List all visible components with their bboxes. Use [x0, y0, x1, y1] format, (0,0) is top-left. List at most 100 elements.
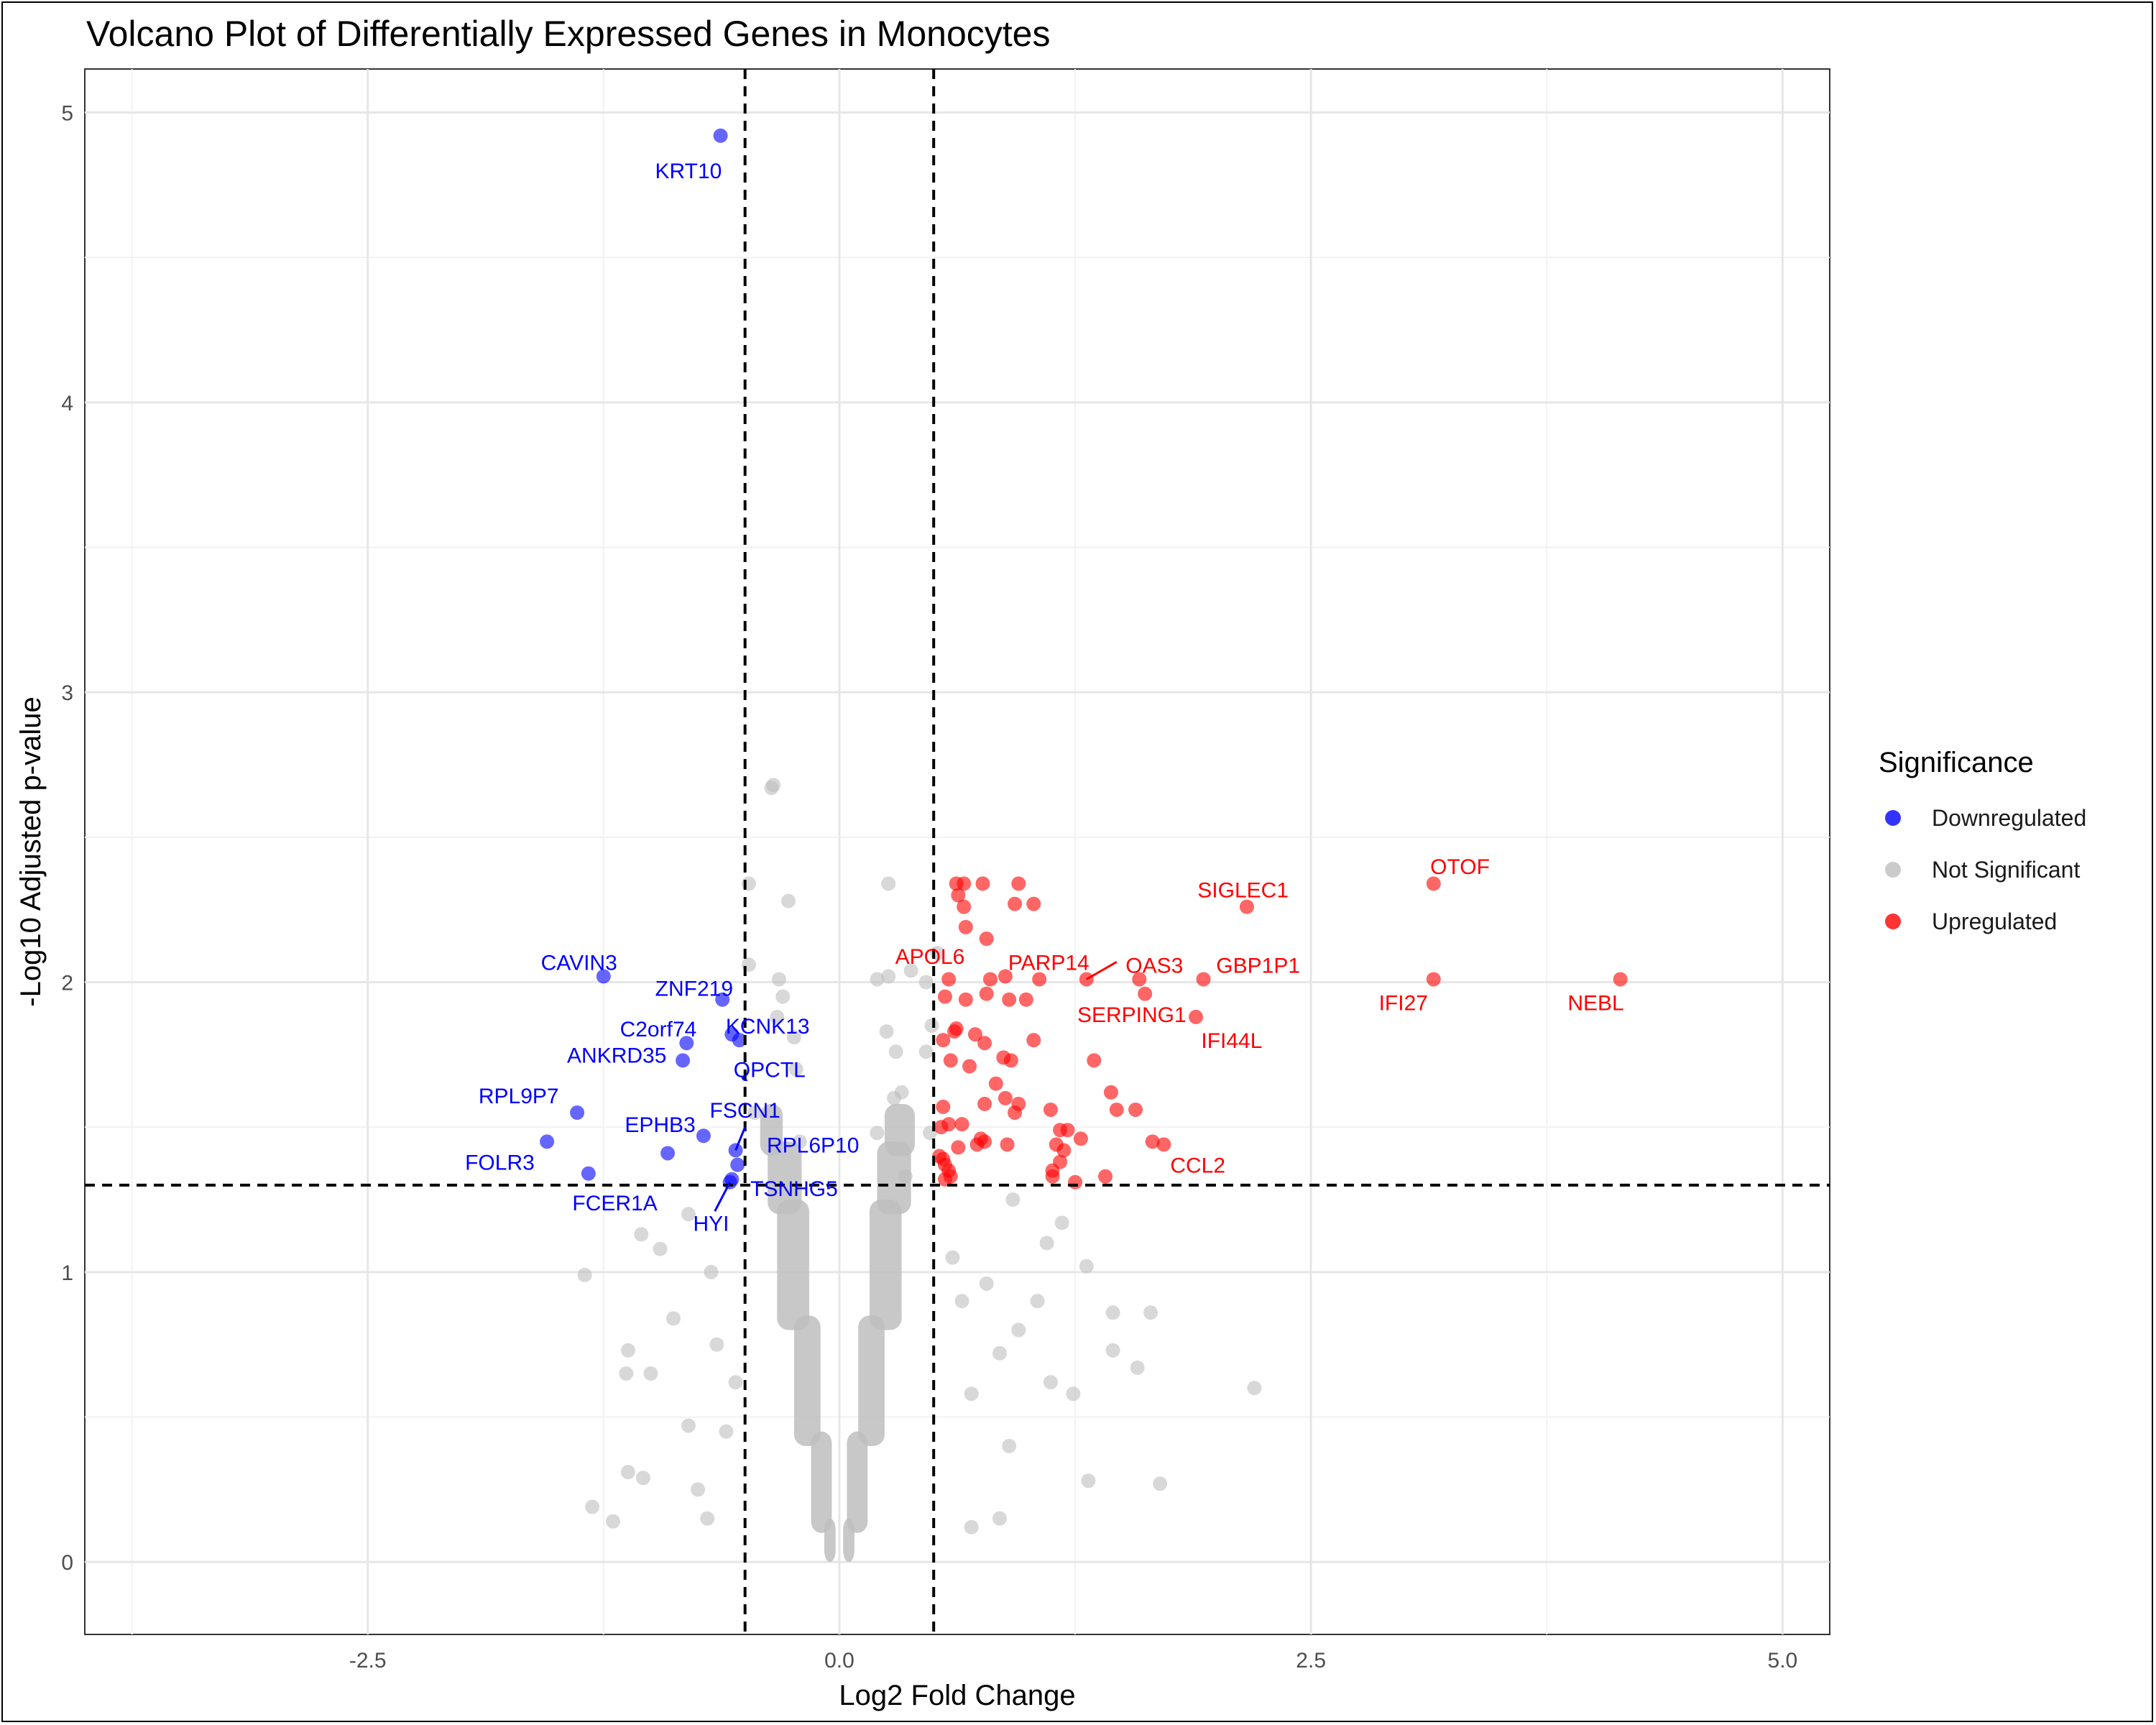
not-significant-density: [858, 1315, 885, 1446]
point-not-significant: [903, 963, 918, 978]
point-downregulated: [540, 1134, 555, 1149]
point-not-significant: [634, 1227, 649, 1242]
point-upregulated: [958, 919, 973, 934]
point-not-significant: [728, 1375, 743, 1390]
legend-title: Significance: [1879, 747, 2034, 778]
point-upregulated: [1613, 972, 1628, 987]
point-not-significant: [1143, 1305, 1158, 1320]
point-upregulated: [1060, 1123, 1075, 1138]
gene-label-ifi27: IFI27: [1379, 992, 1428, 1016]
point-not-significant: [1002, 1438, 1017, 1453]
gene-label-ccl2: CCL2: [1170, 1154, 1225, 1178]
y-tick-label: 1: [61, 1261, 73, 1285]
point-upregulated: [982, 972, 998, 987]
gene-label-gbp1p1: GBP1P1: [1216, 954, 1300, 978]
legend-label-not-significant: Not Significant: [1932, 856, 2081, 883]
point-downregulated: [660, 1146, 676, 1161]
point-upregulated: [998, 1090, 1013, 1105]
point-not-significant: [747, 1105, 762, 1120]
gene-label-oas3: OAS3: [1125, 954, 1183, 978]
point-not-significant: [770, 1009, 785, 1024]
not-significant-density: [768, 1141, 802, 1215]
point-upregulated: [1189, 1009, 1204, 1024]
point-upregulated: [1109, 1102, 1124, 1117]
y-tick-label: 0: [61, 1551, 73, 1575]
point-not-significant: [681, 1207, 696, 1222]
point-upregulated: [962, 1059, 977, 1074]
gene-label-qpctl: QPCTL: [734, 1059, 806, 1082]
point-not-significant: [881, 969, 896, 984]
point-upregulated: [1026, 896, 1041, 911]
gene-label-c2orf74: C2orf74: [620, 1018, 697, 1041]
point-upregulated: [1008, 1105, 1023, 1120]
point-not-significant: [681, 1418, 696, 1433]
gene-label-fcer1a: FCER1A: [572, 1192, 657, 1215]
gene-label-folr3: FOLR3: [465, 1151, 535, 1175]
point-not-significant: [992, 1346, 1008, 1361]
legend-item-not-significant: Not Significant: [1879, 844, 2086, 896]
point-upregulated: [1045, 1169, 1060, 1184]
point-not-significant: [918, 975, 934, 990]
chart-title: Volcano Plot of Differentially Expressed…: [86, 14, 1051, 54]
point-not-significant: [964, 1386, 979, 1402]
gene-label-ankrd35: ANKRD35: [567, 1044, 666, 1067]
point-upregulated: [947, 1024, 962, 1039]
point-not-significant: [781, 893, 796, 908]
gene-label-serping1: SERPING1: [1077, 1003, 1187, 1027]
gene-label-kcnk13: KCNK13: [726, 1015, 810, 1039]
not-significant-density: [869, 1200, 902, 1330]
point-upregulated: [937, 1172, 952, 1187]
point-not-significant: [691, 1482, 706, 1497]
point-upregulated: [951, 1140, 966, 1155]
point-not-significant: [888, 1044, 903, 1059]
gene-label-znf219: ZNF219: [655, 978, 733, 1001]
point-upregulated: [977, 1096, 992, 1111]
point-downregulated: [696, 1128, 711, 1144]
point-not-significant: [786, 1030, 801, 1045]
point-not-significant: [605, 1514, 620, 1529]
point-not-significant: [1247, 1381, 1262, 1396]
x-tick-label: -2.5: [349, 1649, 387, 1673]
legend-key-not-significant: [1879, 855, 1907, 884]
point-upregulated: [1032, 972, 1047, 987]
point-downregulated: [581, 1166, 596, 1181]
gene-label-nebl: NEBL: [1567, 992, 1623, 1016]
point-not-significant: [879, 1024, 894, 1039]
x-tick-label: 0.0: [824, 1649, 854, 1673]
not-significant-density: [847, 1431, 868, 1533]
point-not-significant: [665, 1311, 681, 1326]
point-downregulated: [679, 1036, 694, 1051]
point-not-significant: [700, 1511, 715, 1526]
point-downregulated: [676, 1053, 691, 1068]
point-not-significant: [918, 1044, 934, 1059]
axes: Log2 Fold Change -Log10 Adjusted p-value: [15, 696, 1076, 1711]
point-not-significant: [992, 1511, 1008, 1526]
point-upregulated: [1103, 1085, 1118, 1100]
not-significant-density: [884, 1103, 915, 1156]
gene-label-krt10: KRT10: [655, 160, 722, 183]
point-upregulated: [1156, 1137, 1171, 1152]
point-not-significant: [870, 972, 885, 987]
point-upregulated: [957, 899, 972, 914]
point-upregulated: [1018, 992, 1033, 1007]
point-upregulated: [979, 986, 994, 1001]
point-downregulated: [730, 1157, 745, 1172]
point-not-significant: [764, 781, 779, 796]
not-significant-density: [877, 1141, 911, 1215]
y-tick-label: 5: [61, 102, 73, 126]
not-significant-cloud: [760, 1103, 915, 1563]
point-upregulated: [1026, 1033, 1041, 1048]
point-upregulated: [1128, 1102, 1143, 1117]
x-tick-label: 5.0: [1768, 1649, 1798, 1673]
point-not-significant: [1054, 1215, 1069, 1230]
gene-labels: KRT10 CAVIN3 ZNF219 KCNK13 C2orf74 ANKRD35 RPL…: [465, 160, 1624, 1236]
point-not-significant: [1105, 1305, 1120, 1320]
point-upregulated: [1068, 1174, 1083, 1190]
point-upregulated: [1000, 1137, 1015, 1152]
gene-label-rpl9p7: RPL9P7: [479, 1085, 559, 1108]
point-not-significant: [792, 1134, 807, 1149]
y-tick-label: 4: [61, 392, 73, 415]
point-upregulated: [936, 1099, 951, 1114]
point-not-significant: [709, 1337, 724, 1352]
